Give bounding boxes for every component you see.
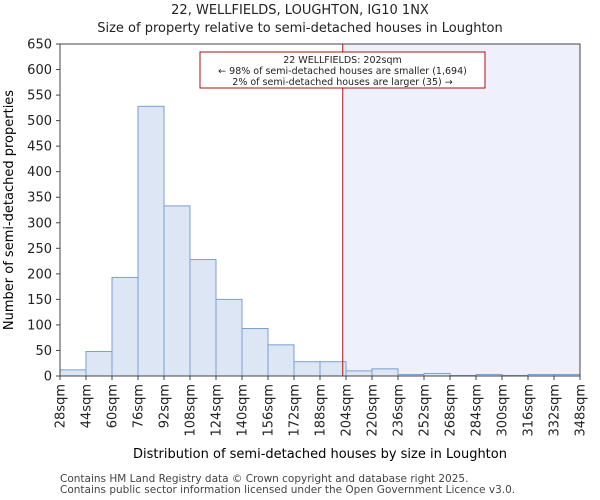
y-tick-label: 200 bbox=[27, 267, 52, 282]
histogram-bar bbox=[293, 361, 321, 377]
footer-licence: Contains public sector information licen… bbox=[60, 484, 516, 496]
annotation-line-1: 22 WELLFIELDS: 202sqm bbox=[283, 55, 402, 66]
y-tick-label: 650 bbox=[27, 38, 52, 53]
x-tick-label: 156sqm bbox=[262, 384, 277, 437]
y-tick-label: 0 bbox=[44, 370, 52, 385]
x-tick-label: 172sqm bbox=[288, 384, 303, 437]
annotation-box: 22 WELLFIELDS: 202sqm ← 98% of semi-deta… bbox=[199, 51, 486, 89]
histogram-bar bbox=[215, 298, 243, 377]
annotation-line-2: ← 98% of semi-detached houses are smalle… bbox=[218, 66, 467, 77]
x-axis-label: Distribution of semi-detached houses by … bbox=[133, 447, 507, 462]
chart-title: 22, WELLFIELDS, LOUGHTON, IG10 1NX bbox=[171, 3, 429, 18]
histogram-bar bbox=[137, 105, 165, 377]
annotation-line-3: 2% of semi-detached houses are larger (3… bbox=[232, 77, 452, 88]
x-tick-label: 124sqm bbox=[210, 384, 225, 437]
x-tick-label: 204sqm bbox=[340, 384, 355, 437]
y-tick-label: 600 bbox=[27, 63, 52, 78]
histogram-chart: 050100150200250300350400450500550600650 … bbox=[2, 38, 589, 463]
x-tick-label: 108sqm bbox=[184, 384, 199, 437]
x-tick-label: 284sqm bbox=[470, 384, 485, 437]
y-tick-label: 450 bbox=[27, 140, 52, 155]
x-tick-label: 332sqm bbox=[548, 384, 563, 437]
y-axis-label: Number of semi-detached properties bbox=[2, 90, 17, 330]
y-tick-label: 550 bbox=[27, 89, 52, 104]
annotation-frame bbox=[199, 51, 486, 89]
x-tick-label: 76sqm bbox=[132, 384, 147, 428]
x-tick-label: 236sqm bbox=[392, 384, 407, 437]
y-tick-label: 350 bbox=[27, 191, 52, 206]
chart-subtitle: Size of property relative to semi-detach… bbox=[97, 21, 503, 36]
histogram-bar bbox=[189, 259, 217, 377]
x-tick-label: 44sqm bbox=[80, 384, 95, 428]
x-tick-label: 188sqm bbox=[314, 384, 329, 437]
x-tick-label: 316sqm bbox=[522, 384, 537, 437]
x-tick-label: 60sqm bbox=[106, 384, 121, 428]
histogram-bar bbox=[345, 370, 373, 377]
histogram-bar bbox=[371, 368, 399, 377]
x-tick-label: 140sqm bbox=[236, 384, 251, 437]
x-tick-label: 92sqm bbox=[158, 384, 173, 428]
y-tick-label: 250 bbox=[27, 242, 52, 257]
x-tick-label: 28sqm bbox=[54, 384, 69, 428]
y-tick-label: 50 bbox=[35, 344, 52, 359]
x-tick-label: 348sqm bbox=[574, 384, 589, 437]
y-tick-label: 300 bbox=[27, 216, 52, 231]
histogram-bar bbox=[267, 344, 295, 377]
x-tick-label: 300sqm bbox=[496, 384, 511, 437]
histogram-bar bbox=[59, 369, 87, 377]
y-tick-label: 150 bbox=[27, 293, 52, 308]
x-tick-label: 220sqm bbox=[366, 384, 381, 437]
histogram-bar bbox=[319, 361, 347, 377]
histogram-bar bbox=[241, 327, 269, 377]
x-tick-label: 268sqm bbox=[444, 384, 459, 437]
footer-copyright: Contains HM Land Registry data © Crown c… bbox=[60, 473, 469, 485]
histogram-bar bbox=[163, 205, 191, 377]
x-tick-label: 252sqm bbox=[418, 384, 433, 437]
histogram-bar bbox=[111, 276, 139, 377]
y-tick-label: 100 bbox=[27, 318, 52, 333]
larger-region-highlight bbox=[342, 44, 580, 376]
y-tick-label: 500 bbox=[27, 114, 52, 129]
y-tick-label: 400 bbox=[27, 165, 52, 180]
histogram-bar bbox=[85, 350, 113, 377]
